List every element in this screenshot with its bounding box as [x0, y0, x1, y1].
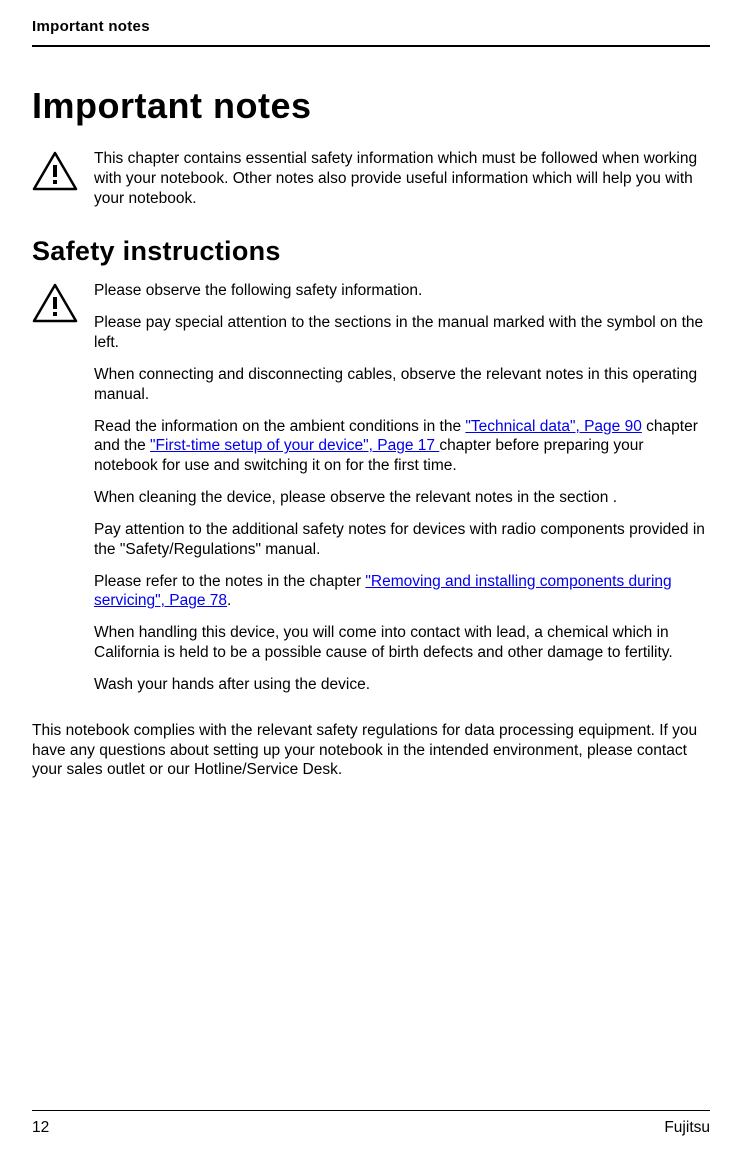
- safety-p1: Please observe the following safety info…: [94, 281, 710, 301]
- safety-p3: When connecting and disconnecting cables…: [94, 365, 710, 405]
- link-technical-data[interactable]: "Technical data", Page 90: [465, 418, 641, 435]
- safety-p6: Pay attention to the additional safety n…: [94, 520, 710, 560]
- intro-notice-block: This chapter contains essential safety i…: [32, 149, 710, 208]
- icon-column: [32, 281, 94, 328]
- page-footer: 12 Fujitsu: [32, 1110, 710, 1137]
- footer-brand: Fujitsu: [664, 1119, 710, 1137]
- compliance-text: This notebook complies with the relevant…: [32, 721, 710, 780]
- link-first-time-setup[interactable]: "First-time setup of your device", Page …: [150, 437, 439, 454]
- icon-column: [32, 149, 94, 191]
- page-container: Important notes Important notes This cha…: [0, 0, 742, 1159]
- safety-p7-before: Please refer to the notes in the chapter: [94, 573, 365, 590]
- safety-p8: When handling this device, you will come…: [94, 623, 710, 663]
- warning-icon: [32, 151, 78, 191]
- page-title: Important notes: [32, 85, 710, 127]
- safety-p7-after: .: [227, 592, 231, 609]
- safety-p5: When cleaning the device, please observe…: [94, 488, 710, 508]
- page-number: 12: [32, 1119, 49, 1137]
- warning-icon: [32, 283, 78, 323]
- safety-p2: Please pay special attention to the sect…: [94, 313, 710, 353]
- running-header: Important notes: [32, 18, 710, 47]
- section-title: Safety instructions: [32, 236, 710, 267]
- safety-text-column: Please observe the following safety info…: [94, 281, 710, 706]
- safety-p9: Wash your hands after using the device.: [94, 675, 710, 695]
- safety-p4: Read the information on the ambient cond…: [94, 417, 710, 476]
- safety-block: Please observe the following safety info…: [32, 281, 710, 706]
- safety-p4-before: Read the information on the ambient cond…: [94, 418, 465, 435]
- intro-text: This chapter contains essential safety i…: [94, 149, 710, 208]
- safety-p7: Please refer to the notes in the chapter…: [94, 572, 710, 612]
